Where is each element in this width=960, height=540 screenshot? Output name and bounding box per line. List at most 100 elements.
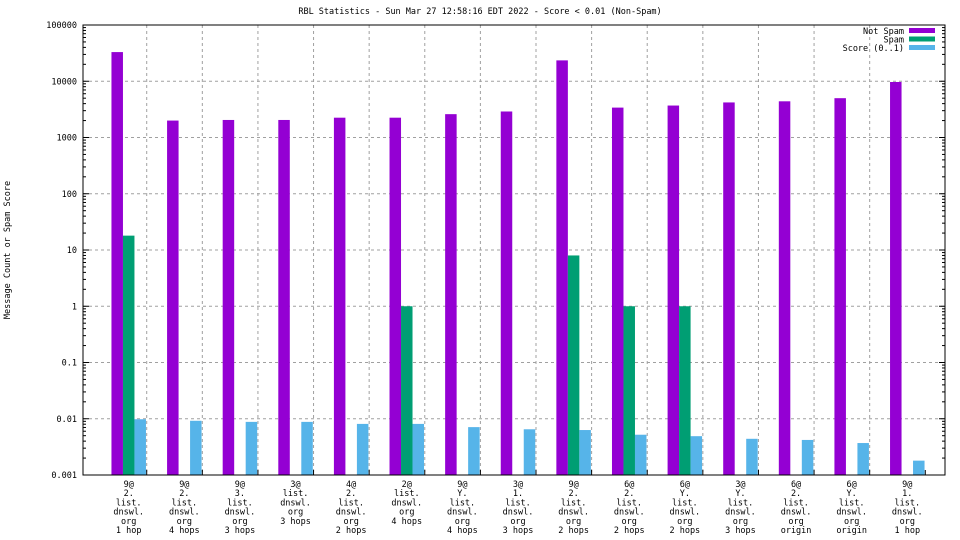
x-tick-label-line: origin (836, 526, 867, 536)
x-tick-label-line: 2@ (402, 480, 412, 490)
legend-swatch (909, 45, 935, 50)
x-tick-label: 9@ 2. list. dnswl. org 1 hop (113, 480, 144, 536)
x-tick-label-line: 2 hops (558, 526, 589, 536)
x-tick-label-line: 9@ (568, 480, 578, 490)
x-tick-label-line: dnswl. (669, 508, 700, 518)
y-axis-label: Message Count or Spam Score (3, 181, 13, 319)
bar-not-spam (834, 98, 846, 476)
x-tick-label: 6@ 2. list. dnswl. org 2 hops (614, 480, 645, 536)
legend-label: Not Spam (863, 27, 904, 37)
x-tick-label-line: list. (616, 498, 642, 508)
x-tick-label-line: dnswl. (169, 508, 200, 518)
x-tick-label-line: 4 hops (447, 526, 478, 536)
y-tick-label: 10000 (51, 77, 77, 87)
x-tick-label-line: 1 hop (894, 526, 920, 536)
x-tick-label-line: 6@ (847, 480, 857, 490)
x-tick-label-line: 6@ (791, 480, 801, 490)
bar-score-0-1- (523, 429, 536, 475)
bar-score-0-1- (412, 423, 425, 475)
x-tick-label-line: list. (394, 489, 420, 499)
x-tick-label-line: list. (783, 498, 809, 508)
grid (83, 25, 945, 475)
y-tick-label: 0.1 (62, 359, 77, 369)
x-tick-label-line: org (177, 517, 192, 527)
x-tick-label-line: 4 hops (169, 526, 200, 536)
x-tick-label-line: Y. (457, 489, 467, 499)
x-tick-label-line: 2 hops (336, 526, 367, 536)
bar-score-0-1- (746, 438, 758, 475)
x-tick-label: 4@ 2. list. dnswl. org 2 hops (336, 480, 367, 536)
x-tick-label-line: 3 hops (503, 526, 534, 536)
x-tick-label-line: list. (172, 498, 198, 508)
bar-not-spam (111, 52, 123, 476)
x-tick-label-line: dnswl. (447, 508, 478, 518)
x-tick-label: 9@ 2. list. dnswl. org 2 hops (558, 480, 589, 536)
x-tick-label-line: 9@ (235, 480, 245, 490)
x-tick-label-line: org (566, 517, 581, 527)
x-tick-label-line: 3. (235, 489, 245, 499)
x-tick-label-line: 2. (179, 489, 189, 499)
x-tick-label: 2@ list. dnswl. org 4 hops (391, 480, 422, 527)
bar-score-0-1- (913, 460, 925, 475)
x-tick-label-line: org (455, 517, 470, 527)
bar-not-spam (890, 81, 902, 476)
x-tick-label-line: 2. (624, 489, 634, 499)
x-tick-label-line: 2 hops (669, 526, 700, 536)
x-tick-label-line: org (900, 517, 915, 527)
x-tick-label-line: dnswl. (336, 508, 367, 518)
legend-swatch (909, 36, 935, 42)
x-tick-label-line: org (343, 517, 358, 527)
bar-spam (122, 235, 135, 475)
x-tick-label: 9@ 1. list. dnswl. org 1 hop (892, 480, 923, 536)
x-tick-label-line: 3 hops (225, 526, 256, 536)
x-tick-label-line: 1 hop (116, 526, 142, 536)
bar-spam (623, 306, 635, 475)
bar-not-spam (167, 120, 179, 475)
bar-score-0-1- (634, 434, 647, 475)
bar-score-0-1- (301, 421, 313, 475)
bar-score-0-1- (468, 427, 480, 475)
bar-not-spam (445, 114, 457, 475)
x-tick-label-line: list. (894, 498, 920, 508)
x-tick-label-line: org (399, 508, 414, 518)
y-tick-label: 0.01 (57, 415, 77, 425)
bar-not-spam (556, 60, 568, 475)
x-tick-label-line: 9@ (124, 480, 134, 490)
x-tick-label-line: 4@ (346, 480, 356, 490)
y-tick-label: 100 (62, 190, 77, 200)
x-tick-label: 6@ Y. list. dnswl. org 2 hops (669, 480, 700, 536)
bar-not-spam (500, 111, 513, 475)
x-tick-label-line: 3 hops (725, 526, 756, 536)
x-tick-label-line: 2. (346, 489, 356, 499)
legend-label: Spam (884, 36, 904, 46)
x-tick-label-line: list. (728, 498, 754, 508)
x-tick-label-line: dnswl. (225, 508, 256, 518)
bars (111, 52, 925, 476)
x-tick-label: 9@ 3. list. dnswl. org 3 hops (225, 480, 256, 536)
x-tick-label-line: org (677, 517, 692, 527)
bar-score-0-1- (857, 443, 869, 475)
x-tick-label-line: 9@ (179, 480, 189, 490)
bar-score-0-1- (356, 423, 369, 475)
x-tick-label-line: 2. (124, 489, 134, 499)
x-tick-label: 3@ 1. list. dnswl. org 3 hops (503, 480, 534, 536)
bar-spam (401, 306, 413, 475)
x-tick-label-line: 3@ (290, 480, 300, 490)
x-tick-label-line: 9@ (902, 480, 912, 490)
legend-label: Score (0..1) (843, 44, 904, 54)
bar-not-spam (333, 117, 346, 476)
x-tick-label-line: Y. (680, 489, 690, 499)
bar-not-spam (389, 117, 402, 476)
bar-not-spam (723, 102, 735, 475)
x-tick-label-line: 3@ (513, 480, 523, 490)
x-tick-label-line: 1. (902, 489, 912, 499)
x-tick-label-line: org (733, 517, 748, 527)
legend-swatch (909, 28, 935, 33)
x-tick-label-line: Y. (847, 489, 857, 499)
x-tick-label-line: 2 hops (614, 526, 645, 536)
x-tick-label-line: org (622, 517, 637, 527)
x-tick-label-line: dnswl. (892, 508, 923, 518)
